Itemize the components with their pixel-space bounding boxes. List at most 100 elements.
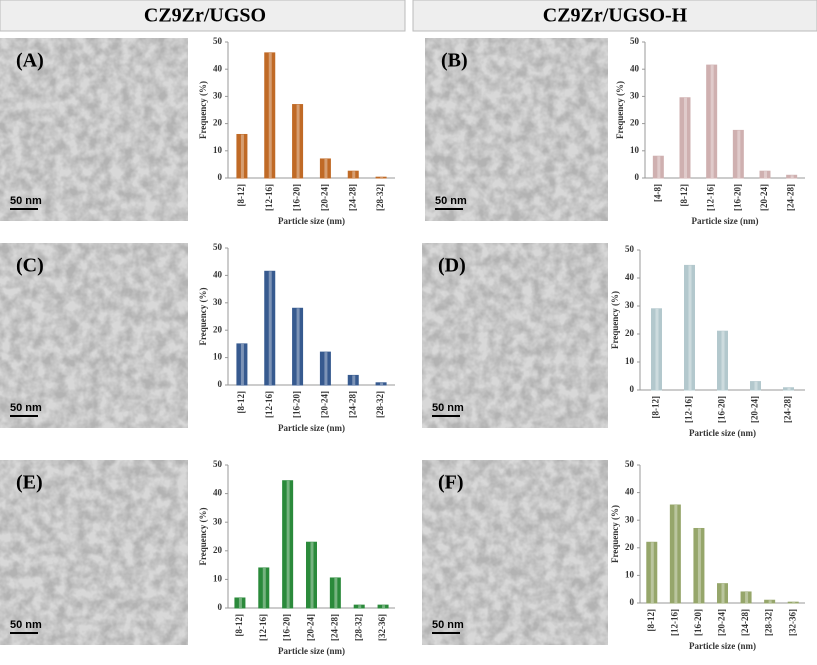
x-axis-title: Particle size (nm): [692, 216, 759, 226]
x-tick-label: [28-32]: [764, 609, 774, 636]
bar-highlight: [240, 134, 244, 178]
panel-label: (C): [16, 255, 44, 277]
y-tick-label: 40: [630, 63, 640, 73]
bar-highlight: [286, 480, 290, 608]
bar-highlight: [764, 171, 767, 178]
panel-label: (D): [438, 255, 466, 277]
bar: [375, 382, 387, 386]
bar: [353, 604, 365, 609]
bar: [669, 504, 681, 604]
bar: [759, 170, 771, 179]
bar: [684, 264, 695, 391]
x-tick-label: [32-36]: [377, 614, 387, 641]
x-tick-label: [24-28]: [786, 184, 796, 211]
bar: [375, 176, 387, 179]
bar-highlight: [238, 597, 242, 608]
x-tick-label: [16-20]: [292, 184, 302, 211]
y-tick-label: 50: [213, 459, 223, 469]
x-tick-label: [16-20]: [292, 391, 302, 418]
bar: [319, 351, 331, 386]
y-axis-title: Frequency (%): [610, 505, 620, 563]
bar-highlight: [768, 600, 772, 603]
y-tick-label: 40: [213, 488, 223, 498]
x-tick-label: [16-20]: [693, 609, 703, 636]
bar: [319, 158, 331, 179]
bar-highlight: [268, 271, 272, 385]
y-tick-label: 40: [213, 269, 223, 279]
x-axis-title: Particle size (nm): [278, 216, 345, 226]
scale-bar-label: 50 nm: [10, 195, 42, 207]
bar-highlight: [655, 308, 659, 390]
bar-highlight: [380, 177, 384, 178]
y-tick-label: 20: [625, 542, 635, 552]
bar: [258, 567, 270, 609]
bar-highlight: [358, 605, 362, 608]
bar-highlight: [324, 352, 328, 385]
x-tick-label: [8-12]: [234, 614, 244, 637]
x-tick-label: [24-28]: [347, 391, 357, 418]
x-tick-label: [8-12]: [236, 184, 246, 207]
bar: [234, 597, 246, 609]
x-tick-label: [8-12]: [651, 396, 661, 419]
y-tick-label: 20: [213, 324, 223, 334]
x-tick-label: [12-16]: [264, 391, 274, 418]
y-tick-label: 20: [213, 118, 223, 128]
bar: [264, 52, 276, 179]
bar-highlight: [688, 265, 692, 390]
x-tick-label: [8-12]: [236, 391, 246, 414]
x-tick-label: [20-24]: [717, 609, 727, 636]
bar: [732, 129, 744, 179]
y-tick-label: 50: [213, 36, 223, 46]
y-tick-label: 30: [630, 90, 640, 100]
x-tick-label: [24-28]: [783, 396, 793, 423]
y-tick-label: 0: [630, 597, 635, 607]
y-tick-label: 20: [630, 118, 640, 128]
y-tick-label: 0: [218, 172, 223, 182]
x-tick-label: [8-12]: [679, 184, 689, 207]
x-tick-label: [28-32]: [375, 391, 385, 418]
bar: [347, 170, 359, 179]
tem-image: [422, 460, 608, 645]
bar: [236, 343, 248, 386]
y-tick-label: 10: [213, 145, 223, 155]
y-tick-label: 10: [213, 573, 223, 583]
y-tick-label: 10: [213, 352, 223, 362]
x-tick-label: [24-28]: [329, 614, 339, 641]
panel-label: (F): [438, 472, 464, 494]
tem-image: [422, 243, 608, 428]
y-tick-label: 30: [213, 90, 223, 100]
scale-bar-label: 50 nm: [10, 619, 42, 631]
scale-bar-label: 50 nm: [435, 195, 467, 207]
y-tick-label: 50: [213, 242, 223, 252]
bar-highlight: [674, 505, 678, 603]
bar-highlight: [268, 52, 272, 178]
y-tick-label: 50: [625, 244, 635, 254]
x-tick-label: [12-16]: [669, 609, 679, 636]
y-tick-label: 30: [213, 297, 223, 307]
bar: [652, 155, 664, 179]
bar-highlight: [240, 343, 244, 385]
y-tick-label: 0: [635, 172, 640, 182]
scale-bar-label: 50 nm: [10, 402, 42, 414]
header-box: [412, 0, 817, 32]
x-tick-label: [20-24]: [319, 391, 329, 418]
bar-highlight: [650, 542, 654, 603]
x-tick-label: [12-16]: [258, 614, 268, 641]
header-box: [0, 0, 406, 32]
tem-image: [0, 38, 188, 221]
scale-bar-label: 50 nm: [432, 619, 464, 631]
bar: [236, 133, 248, 179]
bar-highlight: [380, 382, 384, 385]
x-tick-label: [4-8]: [652, 184, 662, 202]
bar: [347, 374, 359, 386]
y-tick-label: 30: [625, 300, 635, 310]
bar: [377, 604, 389, 609]
x-tick-label: [20-24]: [759, 184, 769, 211]
bar-highlight: [310, 542, 314, 608]
tem-image: [0, 460, 188, 645]
bar-highlight: [710, 65, 714, 178]
bar: [717, 583, 728, 604]
bar: [750, 381, 761, 391]
bar-highlight: [262, 567, 266, 608]
y-tick-label: 40: [625, 487, 635, 497]
